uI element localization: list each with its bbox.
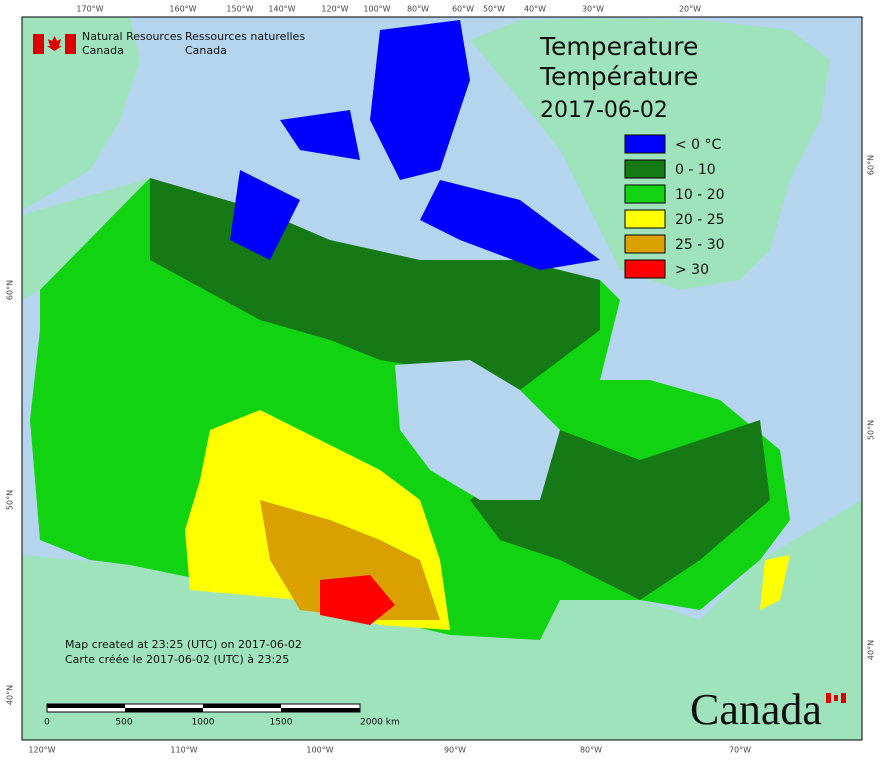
creation-note: Map created at 23:25 (UTC) on 2017-06-02 (65, 638, 302, 651)
agency-name: Canada (82, 44, 124, 57)
legend-label: < 0 °C (675, 137, 722, 153)
lat-label: 60°N (867, 155, 876, 175)
legend-swatch (624, 259, 666, 279)
lon-label: 160°W (169, 5, 196, 14)
lon-label: 100°W (306, 746, 333, 755)
map-frame (21, 16, 863, 741)
lon-label: 170°W (76, 5, 103, 14)
flag-bar (65, 34, 76, 54)
lat-label: 60°N (6, 280, 15, 300)
lat-label: 40°N (6, 685, 15, 705)
lon-label: 80°W (407, 5, 429, 14)
lat-label: 50°N (6, 490, 15, 510)
zone (320, 575, 395, 625)
scale-label: 500 (115, 718, 132, 728)
legend-label: 0 - 10 (675, 162, 716, 178)
map-title: Température (539, 62, 698, 91)
scale-segment (203, 704, 281, 708)
greenland (470, 18, 830, 290)
agency-name: Natural Resources (82, 30, 183, 43)
zone (260, 500, 440, 620)
zone (230, 170, 300, 260)
lon-label: 20°W (679, 5, 701, 14)
scale-segment (47, 704, 125, 708)
flag-bar (826, 693, 831, 703)
legend-swatch (624, 234, 666, 254)
russia (22, 17, 140, 210)
flag-bar (33, 34, 44, 54)
lon-label: 40°W (524, 5, 546, 14)
lat-label: 40°N (867, 640, 876, 660)
map-title: 2017-06-02 (540, 98, 668, 123)
logo (33, 34, 76, 54)
lon-label: 80°W (580, 746, 602, 755)
wordmark-flag (826, 693, 846, 703)
legend-label: 20 - 25 (675, 212, 725, 228)
legend-swatch (624, 209, 666, 229)
scale-segment (281, 708, 360, 712)
wordmark: Canada (690, 685, 822, 734)
hudson-bay (395, 360, 560, 500)
lon-label: 120°W (28, 746, 55, 755)
scale-label: 1500 (270, 718, 293, 728)
lon-label: 60°W (452, 5, 474, 14)
lon-label: 100°W (363, 5, 390, 14)
zone (370, 20, 470, 180)
flag-bar (841, 693, 846, 703)
creation-note: Carte créée le 2017-06-02 (UTC) à 23:25 (65, 653, 289, 666)
legend-label: > 30 (675, 262, 709, 278)
scale-label: 0 (44, 718, 50, 728)
agency-name: Ressources naturelles (185, 30, 305, 43)
zone (760, 555, 790, 610)
lon-label: 110°W (170, 746, 197, 755)
alaska (22, 178, 150, 300)
scale-label: 1000 (192, 718, 215, 728)
lat-label: 50°N (867, 420, 876, 440)
zone (280, 110, 360, 160)
temperature-zones (30, 20, 790, 640)
lon-label: 50°W (483, 5, 505, 14)
lon-label: 70°W (729, 746, 751, 755)
legend-swatch (624, 134, 666, 154)
maple-leaf (834, 695, 838, 701)
map-title: Temperature (539, 32, 698, 61)
legend-label: 10 - 20 (675, 187, 725, 203)
lon-label: 120°W (321, 5, 348, 14)
lon-label: 140°W (268, 5, 295, 14)
scale-segment (125, 708, 203, 712)
scale-label: 2000 km (360, 718, 400, 728)
maple-leaf (47, 36, 62, 51)
lon-label: 150°W (226, 5, 253, 14)
scale-bar (46, 703, 361, 713)
zone (420, 180, 600, 270)
lon-label: 30°W (582, 5, 604, 14)
legend-swatch (624, 159, 666, 179)
usa (22, 500, 862, 740)
lon-label: 90°W (444, 746, 466, 755)
legend-swatch (624, 184, 666, 204)
agency-name: Canada (185, 44, 227, 57)
legend-label: 25 - 30 (675, 237, 725, 253)
